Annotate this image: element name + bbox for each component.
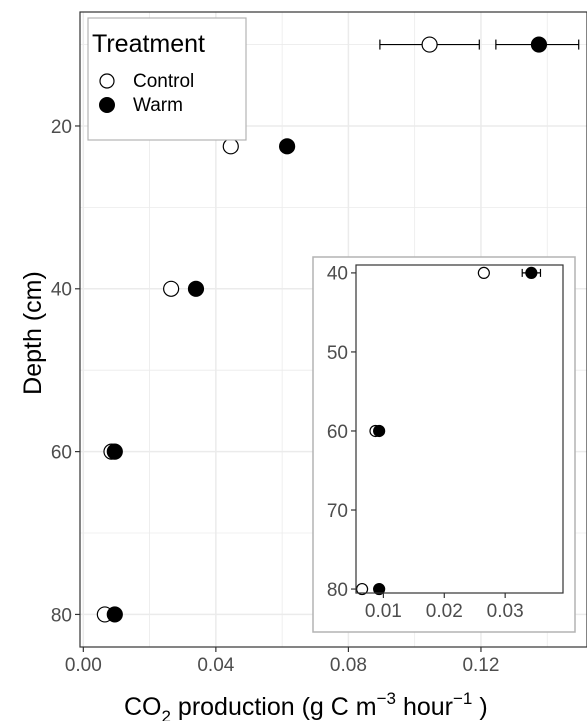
main-y-ticks: 20 40 60 80 [51,117,80,626]
legend-warm-label: Warm [133,95,183,116]
warm-point [279,138,296,155]
control-point [222,138,239,155]
warm-point [187,280,205,297]
control-point [477,266,490,280]
y-axis-title: Depth (cm) [19,271,47,395]
main-x-ticks: 0.00 0.04 0.08 0.12 [65,647,499,676]
y-tick-label: 80 [51,605,72,626]
main-panel-border [79,11,587,648]
x-tick-label: 0.01 [365,601,402,622]
x-tick-label: 0.08 [330,655,367,676]
inset-frame [312,256,576,633]
legend-title: Treatment [92,30,205,58]
legend-warm-symbol [99,97,115,113]
warm-point [373,582,386,596]
warm-point [373,424,386,438]
inset-y-ticks: 40 50 60 70 80 [327,264,356,601]
y-tick-label: 20 [51,117,72,138]
main-points [96,138,296,623]
warm-point [525,266,538,280]
legend-control-symbol [99,73,115,89]
legend-control-label: Control [133,71,194,92]
x-axis-title: CO2 production (g C m−3 hour−1 ) [124,689,488,721]
key-control-point [421,36,438,53]
y-tick-label: 70 [327,501,348,522]
x-tick-label: 0.02 [426,601,463,622]
error-bar-key [379,36,580,53]
x-tick-label: 0.12 [462,655,499,676]
warm-point [106,443,123,460]
y-tick-label: 60 [51,442,72,463]
y-tick-label: 40 [51,280,72,301]
y-tick-label: 80 [327,580,348,601]
y-tick-label: 60 [327,422,348,443]
inset-chart: 0.01 0.02 0.03 40 50 60 70 80 [312,256,576,633]
y-tick-label: 50 [327,343,348,364]
legend-box [87,17,247,141]
warm-point [106,606,123,623]
inset-x-ticks: 0.01 0.02 0.03 [365,593,524,622]
legend: Treatment Control Warm [87,17,247,141]
inset-points [355,266,538,596]
x-tick-label: 0.04 [197,655,234,676]
x-tick-label: 0.00 [65,655,102,676]
key-warm-point [530,36,548,53]
y-tick-label: 40 [327,264,348,285]
x-tick-label: 0.03 [487,601,524,622]
control-point [163,280,180,297]
inset-panel-border [355,264,564,594]
